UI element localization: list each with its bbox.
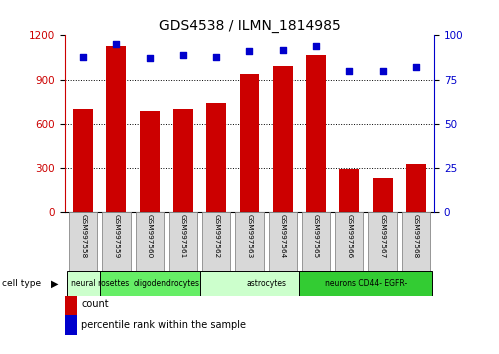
Point bbox=[79, 54, 87, 59]
Bar bbox=[306, 55, 326, 212]
Point bbox=[412, 64, 420, 70]
Bar bbox=[73, 109, 93, 212]
Point bbox=[312, 43, 320, 49]
Bar bbox=[402, 212, 430, 271]
Bar bbox=[302, 212, 330, 271]
Point bbox=[212, 54, 220, 59]
Text: GSM997558: GSM997558 bbox=[80, 214, 86, 258]
Bar bbox=[173, 109, 193, 212]
Text: GSM997560: GSM997560 bbox=[147, 214, 153, 258]
Text: GSM997563: GSM997563 bbox=[247, 214, 252, 258]
Bar bbox=[368, 212, 397, 271]
Bar bbox=[140, 110, 160, 212]
Text: GSM997568: GSM997568 bbox=[413, 214, 419, 258]
Text: cell type: cell type bbox=[2, 279, 41, 289]
Text: neurons CD44- EGFR-: neurons CD44- EGFR- bbox=[325, 279, 407, 288]
Point bbox=[146, 56, 154, 61]
Bar bbox=[100, 271, 233, 296]
Text: ▶: ▶ bbox=[51, 279, 59, 289]
Text: neural rosettes: neural rosettes bbox=[71, 279, 129, 288]
Text: GSM997566: GSM997566 bbox=[346, 214, 352, 258]
Point bbox=[112, 41, 120, 47]
Bar bbox=[268, 212, 297, 271]
Text: percentile rank within the sample: percentile rank within the sample bbox=[81, 320, 247, 330]
Bar bbox=[406, 164, 426, 212]
Text: GSM997561: GSM997561 bbox=[180, 214, 186, 258]
Bar bbox=[273, 67, 293, 212]
Text: GSM997559: GSM997559 bbox=[113, 214, 119, 258]
Bar bbox=[236, 212, 263, 271]
Bar bbox=[335, 212, 363, 271]
Bar bbox=[240, 74, 259, 212]
Bar bbox=[202, 212, 231, 271]
Bar bbox=[106, 46, 126, 212]
Point bbox=[279, 47, 287, 52]
Text: GSM997562: GSM997562 bbox=[213, 214, 219, 258]
Text: GSM997564: GSM997564 bbox=[280, 214, 286, 258]
Bar bbox=[339, 169, 359, 212]
Bar bbox=[206, 103, 226, 212]
Text: oligodendrocytes: oligodendrocytes bbox=[133, 279, 199, 288]
Bar bbox=[136, 212, 164, 271]
Bar bbox=[66, 271, 133, 296]
Title: GDS4538 / ILMN_1814985: GDS4538 / ILMN_1814985 bbox=[159, 19, 340, 33]
Point bbox=[246, 48, 253, 54]
Bar bbox=[69, 212, 97, 271]
Text: count: count bbox=[81, 299, 109, 309]
Text: astrocytes: astrocytes bbox=[246, 279, 286, 288]
Bar bbox=[102, 212, 131, 271]
Bar bbox=[299, 271, 433, 296]
Bar bbox=[169, 212, 197, 271]
Point bbox=[179, 52, 187, 58]
Bar bbox=[373, 178, 393, 212]
Text: GSM997567: GSM997567 bbox=[380, 214, 386, 258]
Point bbox=[345, 68, 353, 74]
Point bbox=[379, 68, 387, 74]
Text: GSM997565: GSM997565 bbox=[313, 214, 319, 258]
Bar bbox=[200, 271, 333, 296]
